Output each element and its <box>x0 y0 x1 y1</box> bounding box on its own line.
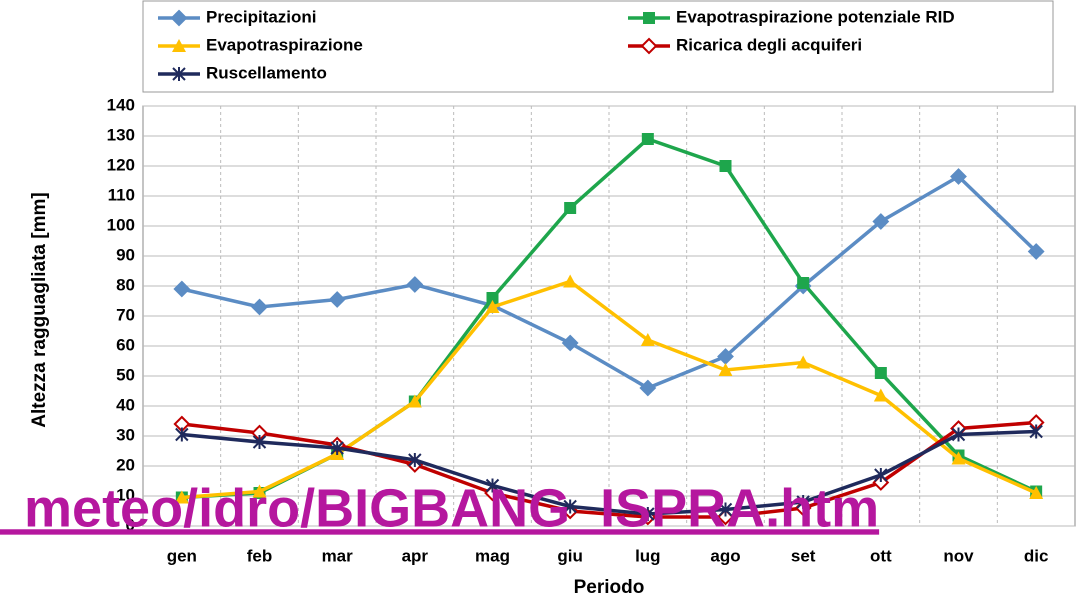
x-tick-label: feb <box>247 546 273 565</box>
y-tick-label: 140 <box>107 95 135 114</box>
marker <box>173 280 191 298</box>
marker <box>797 277 810 289</box>
marker <box>172 39 186 52</box>
y-tick-label: 50 <box>116 365 135 384</box>
marker <box>172 67 186 81</box>
x-tick-label: lug <box>635 546 661 565</box>
x-tick-label: gen <box>167 546 197 565</box>
y-tick-label: 40 <box>116 395 135 414</box>
marker <box>408 453 422 467</box>
marker <box>951 451 966 465</box>
y-tick-label: 30 <box>116 425 135 444</box>
marker <box>174 490 189 504</box>
marker <box>874 367 887 379</box>
x-tick-label: set <box>791 546 816 565</box>
marker <box>796 355 811 369</box>
marker <box>640 333 655 346</box>
series-line <box>181 279 1037 500</box>
marker <box>330 441 344 455</box>
y-tick-label: 10 <box>116 485 135 504</box>
y-tick-label: 120 <box>107 155 135 174</box>
x-tick-label: dic <box>1024 546 1049 565</box>
y-tick-label: 60 <box>116 335 135 354</box>
y-tick-label: 110 <box>108 185 135 204</box>
x-tick-label: apr <box>402 546 429 565</box>
overlay-text: _meteo/idro/BIGBANG_ISPRA.htm <box>0 478 879 538</box>
y-tick-label: 130 <box>107 125 135 144</box>
marker <box>252 484 267 498</box>
x-tick-label: mag <box>475 546 510 565</box>
marker <box>718 363 733 376</box>
series-line <box>181 174 1038 390</box>
marker <box>643 12 655 24</box>
marker <box>718 502 733 517</box>
marker <box>328 291 346 308</box>
x-tick-label: mar <box>322 546 354 565</box>
marker <box>251 298 268 316</box>
legend-label: Precipitazioni <box>206 7 317 26</box>
legend-label: Ricarica degli acquiferi <box>676 35 862 54</box>
marker <box>563 274 578 288</box>
marker <box>641 507 655 521</box>
marker <box>873 388 888 402</box>
marker <box>1027 243 1045 260</box>
marker <box>640 37 658 55</box>
y-tick-label: 90 <box>116 245 135 264</box>
marker <box>1029 424 1043 439</box>
legend-box <box>142 0 1054 93</box>
x-tick-label: giu <box>557 546 583 565</box>
y-axis-label: Altezza ragguagliata [mm] <box>29 192 50 427</box>
marker <box>564 202 577 214</box>
x-tick-label: ott <box>870 546 892 565</box>
marker <box>641 133 654 145</box>
marker <box>561 334 579 352</box>
marker <box>485 300 500 313</box>
marker <box>872 213 890 230</box>
marker <box>951 427 966 442</box>
marker <box>1029 486 1044 499</box>
marker <box>874 468 888 482</box>
marker <box>950 168 967 185</box>
marker <box>175 427 189 442</box>
y-tick-label: 80 <box>116 275 135 294</box>
y-tick-label: 20 <box>116 455 135 474</box>
series-line <box>181 420 1037 519</box>
y-tick-label: 70 <box>116 305 135 324</box>
marker <box>252 435 267 449</box>
y-tick-label: 0 <box>126 515 135 534</box>
marker <box>170 9 188 27</box>
series-line <box>181 429 1037 516</box>
x-tick-label: nov <box>943 546 974 565</box>
marker <box>486 292 499 304</box>
legend-label: Evapotraspirazione potenziale RID <box>676 7 955 26</box>
marker <box>719 160 732 172</box>
x-axis-label: Periodo <box>574 577 645 598</box>
marker <box>796 495 810 509</box>
x-tick-label: ago <box>710 546 740 565</box>
marker <box>407 394 422 408</box>
y-tick-label: 100 <box>107 215 135 234</box>
marker <box>639 379 657 397</box>
legend-label: Ruscellamento <box>206 63 327 82</box>
marker <box>406 276 424 293</box>
legend-label: Evapotraspirazione <box>206 35 363 54</box>
marker <box>485 478 500 493</box>
marker <box>563 499 577 514</box>
